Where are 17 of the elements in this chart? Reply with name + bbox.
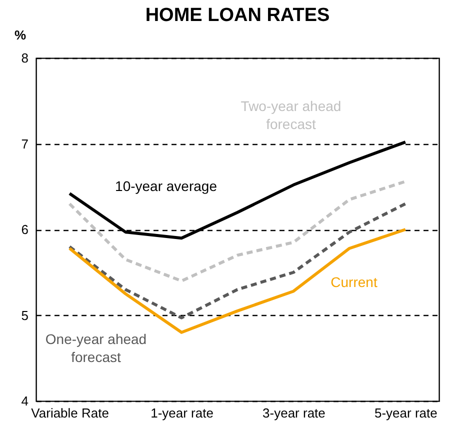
series-label: Current bbox=[330, 274, 378, 290]
series-label: One-year ahead forecast bbox=[45, 331, 147, 365]
y-tick-label: 5 bbox=[21, 308, 28, 323]
series-label: 10-year average bbox=[115, 178, 218, 194]
y-tick-label: 4 bbox=[21, 394, 28, 408]
y-tick-label: 8 bbox=[21, 50, 28, 66]
text: Two-year ahead forecast bbox=[240, 98, 342, 132]
y-tick-label: 6 bbox=[21, 222, 28, 237]
x-tick-label: Variable Rate bbox=[31, 406, 109, 420]
y-axis-title: % bbox=[14, 28, 26, 42]
x-tick-label: 3-year rate bbox=[262, 406, 326, 420]
line-series bbox=[68, 202, 407, 320]
y-tick-label: 7 bbox=[21, 136, 28, 152]
chart-title: HOME LOAN RATES bbox=[145, 5, 330, 26]
line-series bbox=[68, 228, 407, 334]
x-tick-label: 5-year rate bbox=[374, 406, 438, 420]
x-tick-label: 1-year rate bbox=[150, 406, 214, 420]
